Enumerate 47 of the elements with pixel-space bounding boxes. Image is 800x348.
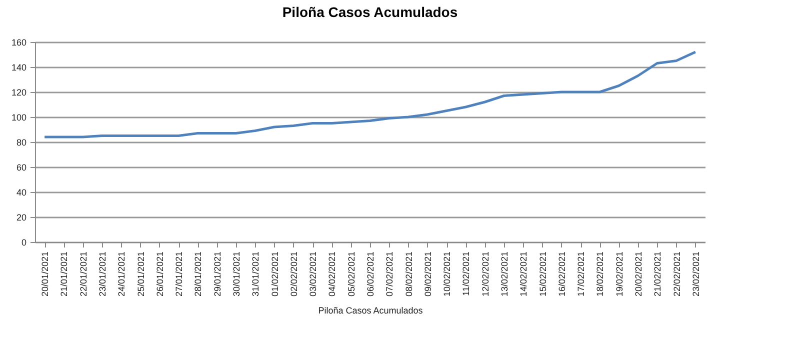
x-tick-label: 01/02/2021 <box>270 252 280 297</box>
x-tick-label: 15/02/2021 <box>538 252 548 297</box>
x-tick-label: 16/02/2021 <box>556 252 567 297</box>
x-tick-label: 13/02/2021 <box>500 252 510 297</box>
x-tick-label: 22/02/2021 <box>672 252 682 297</box>
y-tick-label: 140 <box>11 62 26 72</box>
x-tick-label: 20/02/2021 <box>634 252 644 297</box>
x-tick-label: 23/01/2021 <box>98 252 108 297</box>
y-tick-label: 120 <box>11 88 26 98</box>
x-tick-label: 04/02/2021 <box>327 252 338 297</box>
y-tick-label: 40 <box>16 188 26 198</box>
x-tick-label: 14/02/2021 <box>518 252 529 297</box>
x-tick-label: 31/01/2021 <box>250 252 261 297</box>
y-tick-label: 100 <box>11 112 26 122</box>
y-tick-label: 0 <box>21 238 26 248</box>
x-tick-label: 12/02/2021 <box>480 252 490 297</box>
y-tick-label: 20 <box>16 212 26 222</box>
x-tick-label: 27/01/2021 <box>174 252 184 297</box>
x-tick-label: 03/02/2021 <box>308 252 318 297</box>
x-tick-label: 28/01/2021 <box>193 252 204 297</box>
x-tick-label: 25/01/2021 <box>136 252 146 297</box>
x-tick-label: 02/02/2021 <box>288 252 299 297</box>
x-tick-label: 19/02/2021 <box>614 252 624 297</box>
x-tick-label: 22/01/2021 <box>78 252 88 297</box>
x-tick-label: 21/02/2021 <box>652 252 663 297</box>
x-tick-label: 26/01/2021 <box>154 252 165 297</box>
x-tick-label: 23/02/2021 <box>690 252 701 297</box>
x-tick-label: 10/02/2021 <box>442 252 452 297</box>
y-tick-label: 80 <box>16 138 26 148</box>
chart-title: Piloña Casos Acumulados <box>282 4 458 20</box>
x-tick-label: 24/01/2021 <box>116 252 127 297</box>
x-axis-title: Piloña Casos Acumulados <box>318 306 424 316</box>
x-tick-label: 29/01/2021 <box>212 252 222 297</box>
x-tick-label: 20/01/2021 <box>40 252 50 297</box>
x-tick-label: 09/02/2021 <box>422 252 433 297</box>
x-tick-label: 11/02/2021 <box>461 252 472 296</box>
x-tick-label: 08/02/2021 <box>404 252 414 297</box>
x-tick-label: 17/02/2021 <box>576 252 586 297</box>
x-tick-label: 07/02/2021 <box>384 252 395 297</box>
x-tick-label: 05/02/2021 <box>346 252 356 297</box>
line-series <box>43 50 697 138</box>
x-tick-label: 21/01/2021 <box>59 252 70 297</box>
x-tick-label: 06/02/2021 <box>366 252 376 297</box>
x-tick-label: 18/02/2021 <box>595 252 606 297</box>
x-tick-label: 30/01/2021 <box>232 252 242 297</box>
y-tick-label: 60 <box>16 162 26 172</box>
y-tick-label: 160 <box>11 38 26 48</box>
